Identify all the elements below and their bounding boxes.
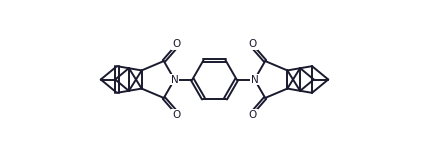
Text: O: O bbox=[249, 39, 257, 49]
Text: N: N bbox=[251, 75, 258, 84]
Text: O: O bbox=[249, 110, 257, 120]
Text: O: O bbox=[172, 39, 180, 49]
Text: N: N bbox=[171, 75, 178, 84]
Text: O: O bbox=[172, 110, 180, 120]
